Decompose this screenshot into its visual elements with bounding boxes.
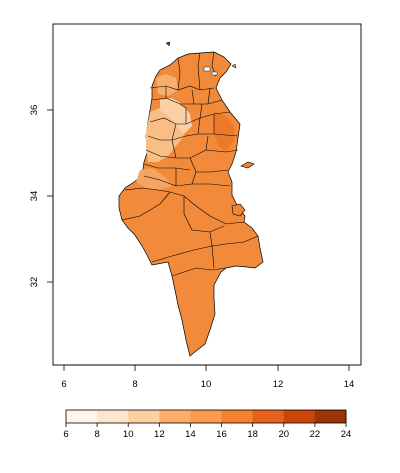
y-tick-label: 32: [29, 277, 40, 288]
light-zone-south: [136, 168, 172, 190]
y-axis: [47, 109, 54, 283]
island-djerba: [231, 203, 246, 217]
legend-tick-label: 6: [63, 429, 68, 440]
dark-zone-coast: [214, 112, 234, 152]
island-galite: [165, 41, 171, 47]
x-tick-label: 8: [132, 379, 137, 390]
island-kerkennah: [240, 161, 255, 169]
legend-ticks: [65, 423, 347, 427]
legend-tick-label: 12: [154, 429, 165, 440]
legend-swatch: [66, 410, 98, 423]
lake-bizerte: [203, 66, 211, 72]
legend-tick-label: 16: [216, 429, 227, 440]
country-tunisia: [118, 51, 264, 357]
legend-colorbar: [66, 410, 347, 423]
islet-north: [231, 63, 237, 69]
legend-tick-label: 22: [310, 429, 321, 440]
legend-swatch: [97, 410, 129, 423]
legend-frame: [65, 409, 347, 424]
light-zone-north: [156, 74, 178, 96]
y-tick-label: 34: [29, 191, 40, 202]
legend-swatch: [128, 410, 160, 423]
legend-labels: 6 8 10 12 14 16 18 20 22 24: [63, 429, 351, 440]
x-tick-label: 10: [201, 379, 212, 390]
legend-tick-label: 24: [341, 429, 352, 440]
legend-tick-label: 14: [185, 429, 196, 440]
legend-tick-label: 10: [123, 429, 134, 440]
x-tick-label: 6: [61, 379, 66, 390]
legend-tick-label: 18: [247, 429, 258, 440]
lake-tunis: [211, 71, 218, 76]
legend-swatch: [159, 410, 191, 423]
x-axis: [63, 364, 350, 371]
legend-swatch: [314, 410, 347, 423]
legend-swatch: [252, 410, 285, 423]
legend-tick-label: 20: [278, 429, 289, 440]
x-tick-label: 14: [344, 379, 355, 390]
legend-swatch: [221, 410, 254, 423]
legend-swatch: [190, 410, 223, 423]
legend-swatch: [283, 410, 316, 423]
y-tick-label: 36: [29, 105, 40, 116]
legend-tick-label: 8: [94, 429, 99, 440]
x-tick-label: 12: [273, 379, 284, 390]
